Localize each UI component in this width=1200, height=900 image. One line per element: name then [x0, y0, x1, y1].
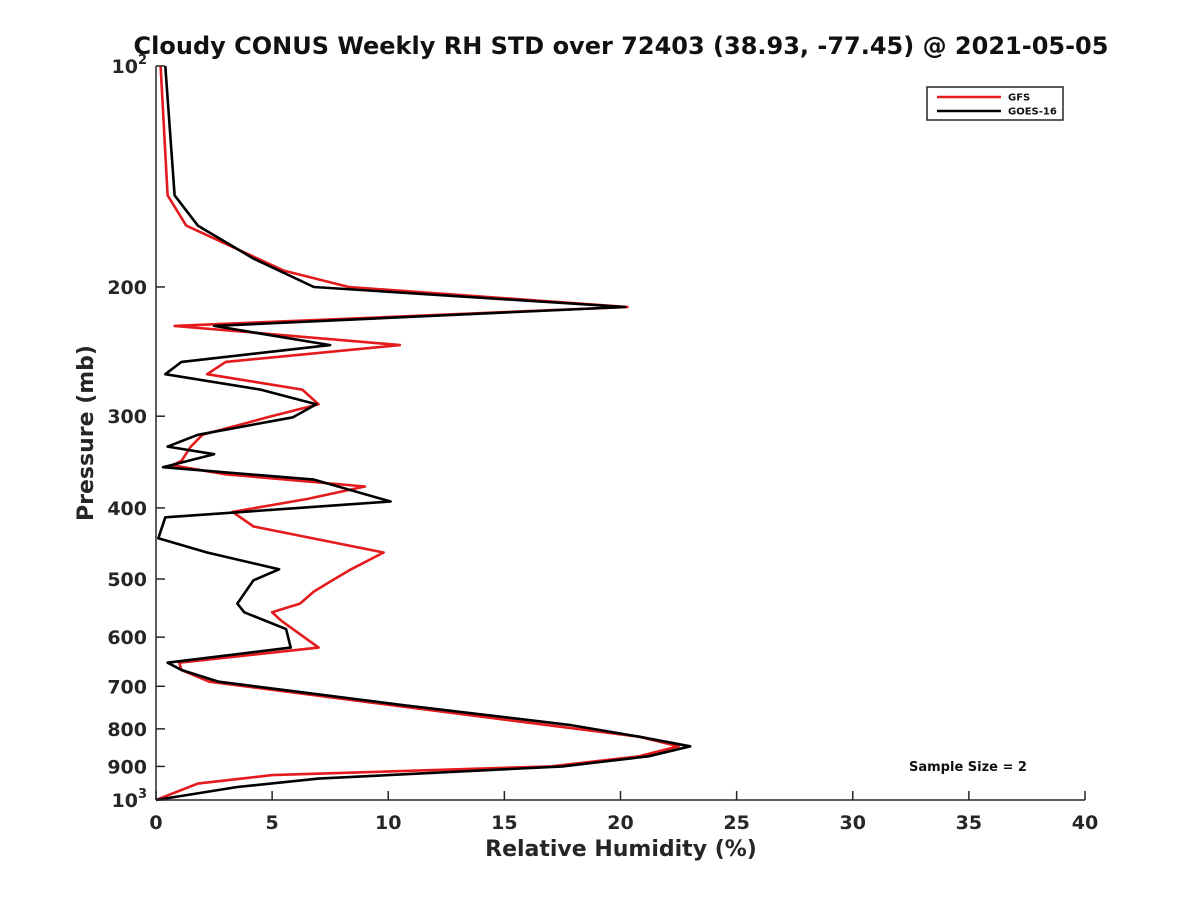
plot-area: 0 5 10 15 20 25 30 35 40 102 200 300 400 500 600 700 80… — [107, 53, 1098, 834]
y-tick-label: 102 — [112, 53, 148, 78]
series-layer — [155, 65, 692, 802]
legend-label: GOES-16 — [1008, 107, 1057, 118]
y-tick-label: 800 — [107, 719, 147, 741]
legend-box — [926, 86, 1064, 121]
x-tick-label: 5 — [266, 812, 279, 834]
y-tick-label: 600 — [107, 627, 147, 649]
y-axis-ticks: 102 200 300 400 500 600 700 800 900 103 — [107, 53, 165, 812]
x-axis-label: Relative Humidity (%) — [485, 837, 757, 862]
legend-label: GFS — [1008, 93, 1030, 104]
y-tick-label: 900 — [107, 756, 147, 778]
x-tick-label: 10 — [375, 812, 401, 834]
y-tick-label: 400 — [107, 498, 147, 520]
y-axis-label: Pressure (mb) — [74, 345, 99, 521]
chart-title: Cloudy CONUS Weekly RH STD over 72403 (3… — [134, 32, 1109, 60]
x-tick-label: 15 — [491, 812, 517, 834]
y-tick-label: 700 — [107, 676, 147, 698]
y-tick-label: 200 — [107, 277, 147, 299]
x-tick-label: 40 — [1072, 812, 1098, 834]
legend-entries: GFS GOES-16 — [937, 93, 1057, 118]
legend: GFS GOES-16 — [926, 86, 1064, 121]
y-tick-label: 500 — [107, 569, 147, 591]
series-line-goes-16 — [155, 65, 692, 802]
sample-size-annotation: Sample Size = 2 — [909, 760, 1027, 775]
x-axis-ticks: 0 5 10 15 20 25 30 35 40 — [149, 791, 1098, 834]
series-line-gfs — [155, 65, 680, 802]
x-tick-label: 25 — [723, 812, 749, 834]
x-tick-label: 35 — [956, 812, 982, 834]
x-tick-label: 30 — [840, 812, 866, 834]
y-tick-label: 300 — [107, 406, 147, 428]
x-tick-label: 20 — [607, 812, 633, 834]
x-tick-label: 0 — [149, 812, 162, 834]
y-tick-label: 103 — [112, 787, 148, 812]
